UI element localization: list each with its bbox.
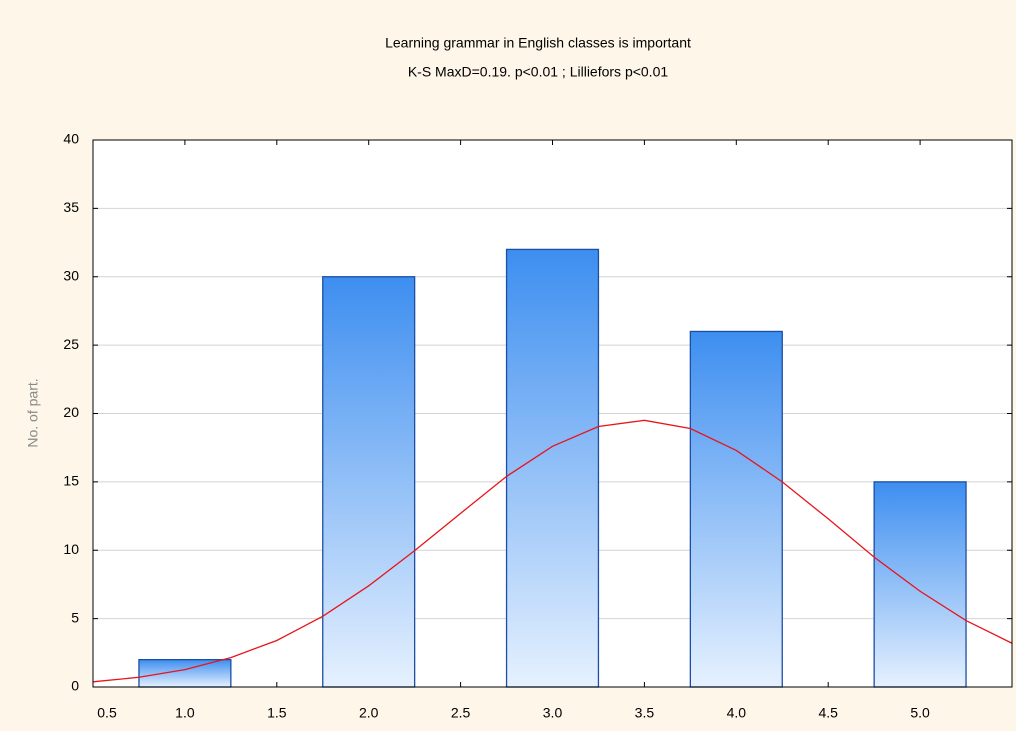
y-tick-label: 10 bbox=[63, 541, 79, 557]
y-tick-label: 25 bbox=[63, 336, 79, 352]
chart-subtitle: K-S MaxD=0.19. p<0.01 ; Lilliefors p<0.0… bbox=[408, 64, 669, 80]
plot-frame bbox=[92, 139, 1013, 688]
x-tick-label: 0.5 bbox=[97, 705, 117, 721]
bar bbox=[689, 330, 783, 688]
y-tick-label: 15 bbox=[63, 473, 79, 489]
x-tick-label: 1.0 bbox=[175, 705, 195, 721]
chart-title: Learning grammar in English classes is i… bbox=[385, 35, 691, 51]
bar bbox=[873, 481, 967, 688]
x-tick-label: 5.0 bbox=[910, 705, 930, 721]
x-tick-label: 1.5 bbox=[267, 705, 287, 721]
x-tick-label: 2.0 bbox=[359, 705, 379, 721]
fit-curve bbox=[92, 419, 1013, 683]
y-tick-label: 5 bbox=[71, 609, 79, 625]
x-tick-label: 4.5 bbox=[818, 705, 838, 721]
y-tick-label: 0 bbox=[71, 678, 79, 694]
y-tick-label: 35 bbox=[63, 199, 79, 215]
x-tick-label: 3.5 bbox=[635, 705, 655, 721]
y-axis-label: No. of part. bbox=[25, 378, 41, 447]
bar bbox=[505, 248, 600, 688]
x-tick-label: 4.0 bbox=[727, 705, 747, 721]
y-tick-label: 40 bbox=[63, 131, 79, 147]
x-tick-label: 2.5 bbox=[451, 705, 471, 721]
bar bbox=[138, 659, 232, 688]
y-tick-label: 20 bbox=[63, 404, 79, 420]
bar bbox=[322, 276, 416, 688]
y-tick-label: 30 bbox=[63, 267, 79, 283]
x-tick-label: 3.0 bbox=[543, 705, 563, 721]
